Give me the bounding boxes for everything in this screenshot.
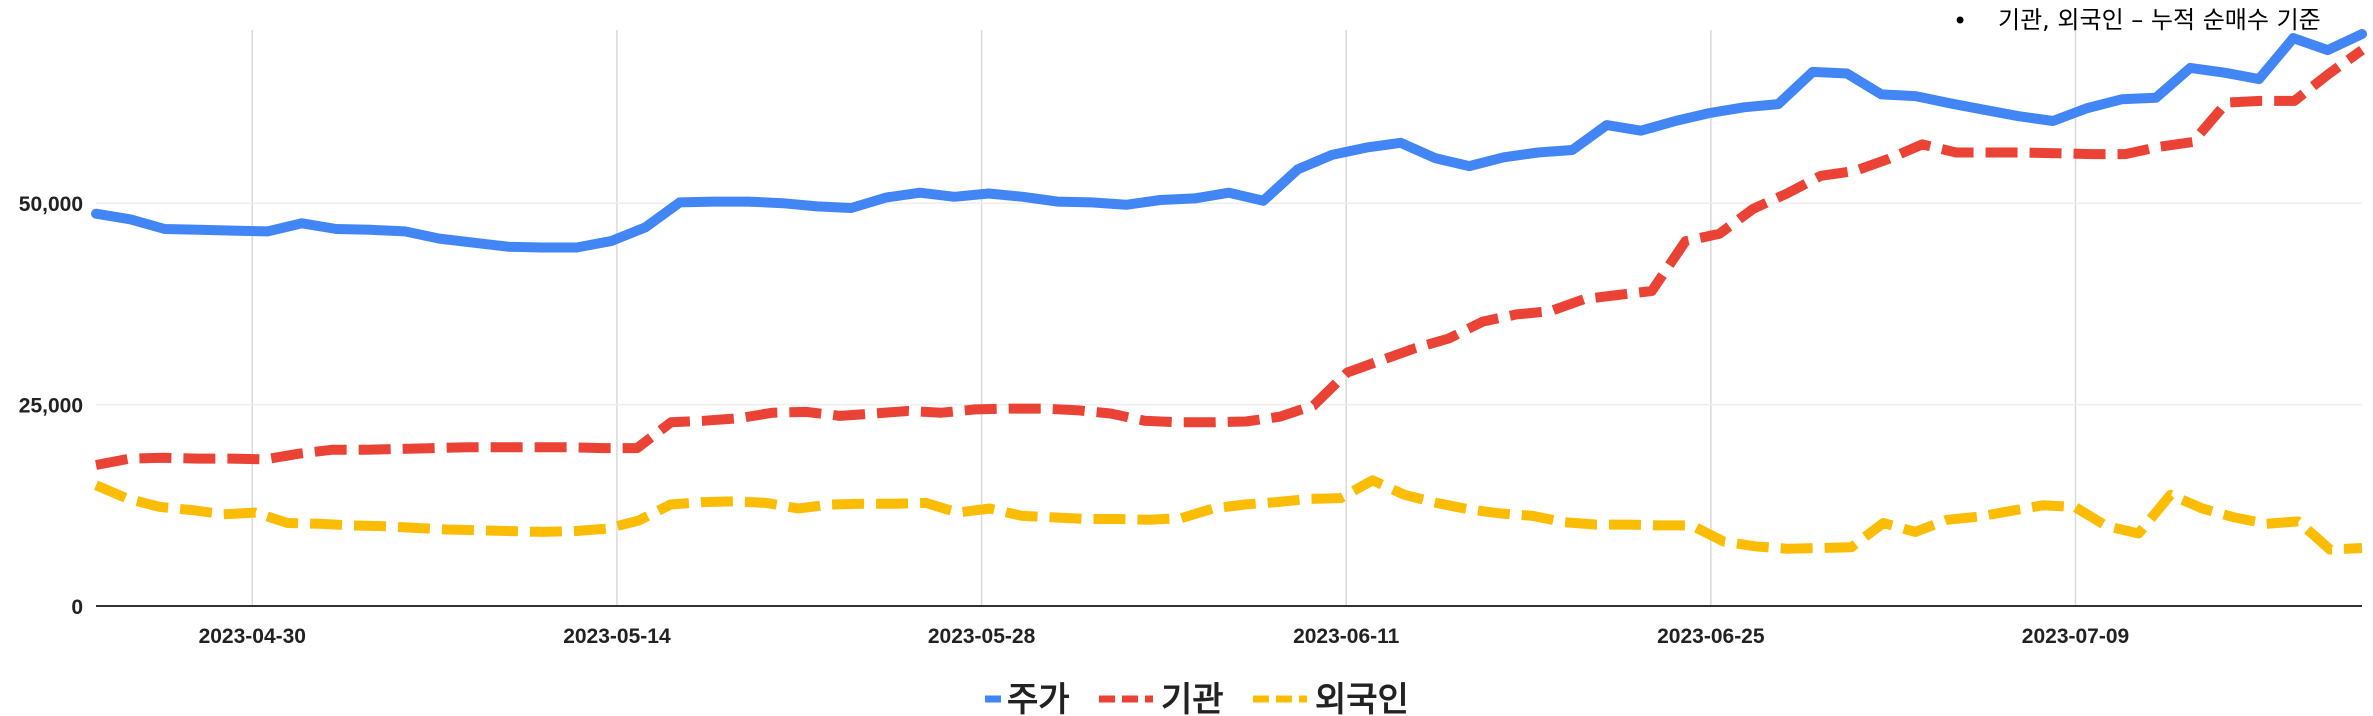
series-line-외국인 xyxy=(94,475,2363,555)
series-line-주가 xyxy=(91,29,2367,253)
legend: 주가 기관 외국인 xyxy=(985,680,1409,716)
legend-label: 주가 xyxy=(1007,680,1070,716)
x-tick-label: 2023-05-14 xyxy=(563,625,671,648)
x-tick-label: 2023-05-28 xyxy=(928,625,1036,648)
x-tick-label: 2023-06-11 xyxy=(1293,625,1400,648)
series-line-기관 xyxy=(95,46,2365,470)
legend-item: 기관 xyxy=(1099,680,1224,716)
x-tick-label: 2023-07-09 xyxy=(2022,625,2129,648)
annotation-note: • 기관, 외국인 – 누적 순매수 기준 xyxy=(1953,6,2321,35)
legend-label: 기관 xyxy=(1161,680,1224,716)
note-bullet: • xyxy=(1953,7,1967,35)
x-tick-label: 2023-04-30 xyxy=(199,625,306,648)
axes: 2023-04-30 2023-05-14 2023-05-28 2023-06-11… xyxy=(19,193,2362,648)
y-tick-label: 0 xyxy=(71,596,83,619)
note-text: 기관, 외국인 – 누적 순매수 기준 xyxy=(1998,6,2321,34)
legend-item: 외국인 xyxy=(1253,680,1409,716)
legend-label: 외국인 xyxy=(1315,680,1409,716)
legend-item: 주가 xyxy=(985,680,1070,716)
series-lines xyxy=(91,29,2367,555)
y-tick-label: 50,000 xyxy=(19,193,83,216)
x-tick-label: 2023-06-25 xyxy=(1657,625,1765,648)
y-tick-label: 25,000 xyxy=(19,395,83,418)
